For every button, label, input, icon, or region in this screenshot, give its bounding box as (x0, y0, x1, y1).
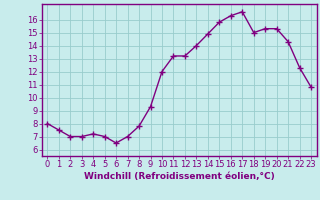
X-axis label: Windchill (Refroidissement éolien,°C): Windchill (Refroidissement éolien,°C) (84, 172, 275, 181)
